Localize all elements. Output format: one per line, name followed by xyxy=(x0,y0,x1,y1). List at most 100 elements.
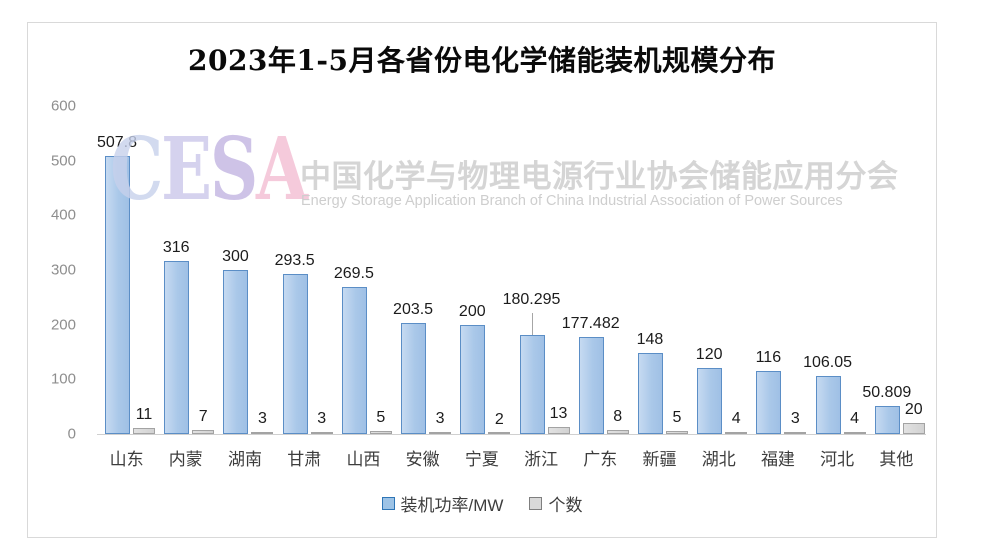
y-tick-label: 0 xyxy=(67,425,76,443)
x-axis-label: 山西 xyxy=(346,450,381,469)
category-group: 120 4 湖北 xyxy=(689,106,748,469)
legend-label: 装机功率/MW xyxy=(400,496,504,515)
power-value-label: 316 xyxy=(162,239,190,257)
power-bar xyxy=(223,270,249,434)
count-bar xyxy=(902,423,925,434)
category-group: 180.295 13 浙江 xyxy=(503,106,571,469)
count-value-label: 7 xyxy=(198,408,208,426)
category-group: 148 5 新疆 xyxy=(630,106,689,469)
x-axis-label: 宁夏 xyxy=(464,450,499,469)
legend-swatch xyxy=(529,497,543,510)
power-bar xyxy=(697,368,723,434)
x-axis-label: 山东 xyxy=(109,450,144,469)
power-bar xyxy=(815,376,841,434)
count-value-label: 13 xyxy=(549,404,568,422)
chart-title: 2023年1-5月各省份电化学储能装机规模分布 xyxy=(187,44,777,77)
power-value-label: 148 xyxy=(636,331,664,349)
power-bar xyxy=(164,261,190,434)
power-bar xyxy=(105,156,130,434)
count-bar xyxy=(665,431,688,434)
x-axis-label: 河北 xyxy=(820,450,855,469)
count-value-label: 20 xyxy=(904,401,923,419)
category-group: 300 3 湖南 xyxy=(215,106,274,469)
count-value-label: 3 xyxy=(317,410,327,428)
power-value-label: 50.809 xyxy=(862,384,912,402)
power-value-label: 180.295 xyxy=(502,291,561,309)
count-bar xyxy=(606,429,629,434)
y-tick-label: 300 xyxy=(50,261,76,279)
x-axis-label: 湖南 xyxy=(228,450,263,469)
legend: 装机功率/MW 个数 xyxy=(28,491,936,516)
category-group: 177.482 8 广东 xyxy=(562,106,630,469)
x-axis-label: 湖北 xyxy=(701,450,736,469)
category-group: 116 3 福建 xyxy=(748,106,807,469)
count-bar xyxy=(547,426,570,434)
count-value-label: 5 xyxy=(376,409,386,427)
category-group: 293.5 3 甘肃 xyxy=(274,106,334,469)
power-value-label: 177.482 xyxy=(561,314,620,332)
count-value-label: 11 xyxy=(135,406,153,423)
category-group: 50.809 20 其他 xyxy=(862,106,926,469)
count-bar xyxy=(725,431,748,434)
power-bar xyxy=(578,336,604,434)
y-tick-label: 100 xyxy=(50,370,76,388)
category-group: 200 2 宁夏 xyxy=(452,106,511,469)
power-bar xyxy=(874,406,900,434)
category-group: 269.5 5 山西 xyxy=(333,106,393,469)
power-bar xyxy=(341,286,367,434)
power-value-label: 300 xyxy=(222,248,249,265)
category-group: 507.8 11 山东 xyxy=(96,106,156,469)
count-value-label: 4 xyxy=(731,409,741,427)
power-value-label: 269.5 xyxy=(333,264,374,282)
category-group: 316 7 内蒙 xyxy=(156,106,215,469)
count-bar xyxy=(784,432,807,434)
power-value-label: 293.5 xyxy=(274,251,315,269)
count-bar xyxy=(843,431,866,434)
plot-area: 507.8 11 山东 316 7 内蒙 300 3 湖南 293.5 3 甘肃 269.5 5 山西 203… xyxy=(96,106,926,469)
power-value-label: 116 xyxy=(755,348,782,366)
x-axis-label: 福建 xyxy=(760,450,795,469)
count-bar xyxy=(192,430,215,434)
count-bar xyxy=(488,432,511,434)
x-axis-label: 内蒙 xyxy=(168,450,203,469)
power-bar xyxy=(282,273,308,434)
count-value-label: 8 xyxy=(613,407,623,425)
count-bar xyxy=(429,432,452,434)
count-value-label: 2 xyxy=(494,410,504,428)
power-value-label: 203.5 xyxy=(393,300,434,318)
y-tick-label: 600 xyxy=(50,97,76,115)
chart-frame: 2023年1-5月各省份电化学储能装机规模分布 CESA 中国化学与物理电源行业… xyxy=(27,22,937,538)
power-bar xyxy=(756,370,782,434)
category-group: 203.5 3 安徽 xyxy=(393,106,452,469)
power-bar xyxy=(637,353,663,434)
legend-label: 个数 xyxy=(548,496,583,515)
category-group: 106.05 4 河北 xyxy=(803,106,867,469)
count-value-label: 5 xyxy=(672,409,682,427)
x-axis-label: 安徽 xyxy=(405,450,440,469)
x-axis-label: 浙江 xyxy=(524,450,559,469)
power-value-label: 120 xyxy=(695,346,723,364)
power-bar xyxy=(401,322,427,434)
power-value-label: 507.8 xyxy=(96,134,138,152)
count-value-label: 3 xyxy=(790,410,800,428)
count-value-label: 3 xyxy=(435,410,445,428)
y-tick-label: 400 xyxy=(50,206,76,224)
power-value-label: 106.05 xyxy=(803,354,853,372)
x-axis-label: 新疆 xyxy=(642,450,677,469)
power-bar xyxy=(460,324,486,434)
x-axis-label: 其他 xyxy=(879,450,914,469)
count-value-label: 3 xyxy=(257,410,267,428)
count-bar xyxy=(369,431,392,434)
count-value-label: 4 xyxy=(850,409,860,427)
power-bar xyxy=(519,335,545,434)
legend-item: 装机功率/MW xyxy=(381,491,504,516)
count-bar xyxy=(310,432,333,434)
legend-swatch xyxy=(381,497,395,510)
count-bar xyxy=(251,432,274,434)
y-tick-label: 200 xyxy=(50,316,76,334)
legend-item: 个数 xyxy=(529,491,582,516)
power-value-label: 200 xyxy=(458,302,486,320)
x-axis-label: 广东 xyxy=(583,450,618,469)
label-leader-line xyxy=(531,313,533,336)
